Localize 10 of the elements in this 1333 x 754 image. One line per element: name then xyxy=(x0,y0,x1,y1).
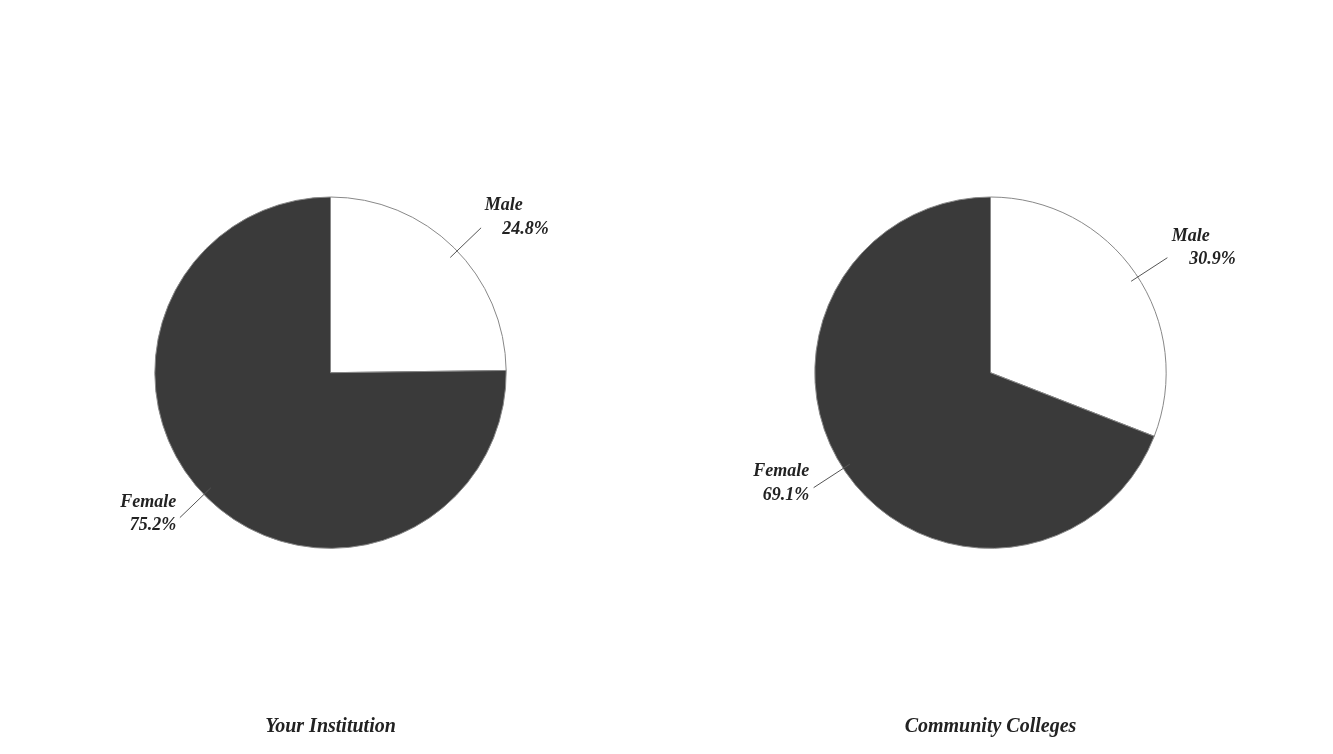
data-label: 30.9% xyxy=(1188,248,1236,269)
text: Your Institution xyxy=(265,713,396,736)
data-label: 75.2% xyxy=(129,514,177,535)
data-label: 69.1% xyxy=(762,483,810,504)
text: Community Colleges xyxy=(904,713,1077,737)
slice-label: Female xyxy=(752,460,810,481)
data-label: 24.8% xyxy=(501,217,549,238)
slice-label: Male xyxy=(1170,224,1210,245)
slice-label: Female xyxy=(119,491,177,512)
slice-label: Male xyxy=(483,194,523,215)
